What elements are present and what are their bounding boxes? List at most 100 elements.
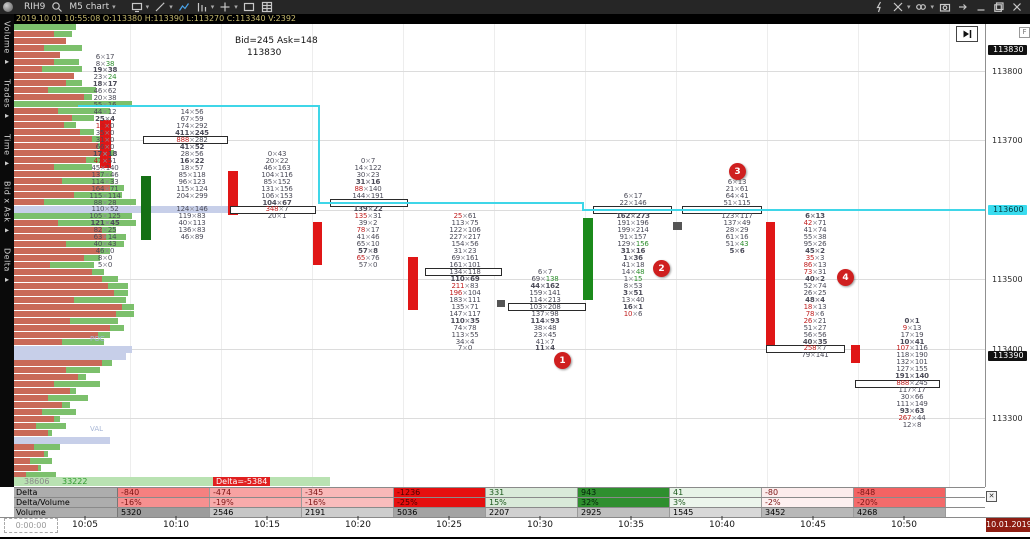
stats-cell: -20% <box>854 498 946 508</box>
time-label: 10:15 <box>254 520 280 530</box>
stats-cell: 3% <box>670 498 762 508</box>
chevron-down-icon[interactable]: ▾ <box>234 3 238 11</box>
speed-icon[interactable] <box>873 1 887 13</box>
footprint-row: 211×83 <box>451 281 479 290</box>
search-icon[interactable] <box>50 1 64 13</box>
grid-line-horizontal <box>14 418 985 419</box>
footprint-row: 28×29 <box>725 226 749 235</box>
volume-profile-row <box>14 423 66 429</box>
symbol-label[interactable]: RIH9 <box>24 2 46 12</box>
title-bar: RIH9 M5 chart ▾ ▾ ▾ ▾ ▾ ▾ ▾ <box>0 0 1030 14</box>
volume-profile-ask-bar <box>48 87 96 93</box>
volume-profile-ask-bar <box>66 367 100 373</box>
volume-profile-row <box>14 269 104 275</box>
stats-cell: 5036 <box>394 508 486 518</box>
volume-profile-bid-bar <box>14 290 114 296</box>
chevron-down-icon[interactable]: ▾ <box>906 3 911 11</box>
cluster-chart-area[interactable]: POC VAL 38606 33222 Delta=-5384 6×17 8×38 19×38… <box>14 24 985 487</box>
volume-profile-ask-bar <box>102 227 116 233</box>
sidebar-tab-time[interactable]: Time ▸ <box>2 133 12 169</box>
footprint-row: 7×0 <box>457 344 473 353</box>
footprint-row: 31×16 <box>620 247 646 256</box>
link-icon[interactable] <box>914 1 928 13</box>
volume-profile-row <box>14 304 134 310</box>
chevron-down-icon[interactable]: ▾ <box>145 3 150 11</box>
volume-profile-bid-bar <box>14 381 54 387</box>
chevron-down-icon[interactable]: ▾ <box>112 3 116 11</box>
chart-type-icon[interactable] <box>177 1 191 13</box>
chevron-down-icon[interactable]: ▾ <box>210 3 215 11</box>
volume-profile-row <box>14 59 79 65</box>
sidebar-tab-delta[interactable]: Delta ▸ <box>2 247 12 285</box>
stats-cell: 15% <box>486 498 578 508</box>
clusters-icon[interactable] <box>195 1 209 13</box>
volume-profile-bid-bar <box>14 248 100 254</box>
pin-icon[interactable] <box>956 1 970 13</box>
volume-profile-bid-bar <box>14 360 102 366</box>
chevron-down-icon[interactable]: ▾ <box>169 3 173 11</box>
volume-profile-bid-bar <box>14 87 48 93</box>
timeframe-label[interactable]: M5 chart <box>69 2 110 12</box>
volume-profile-row <box>14 472 56 478</box>
footprint-row: 258×7 <box>803 344 827 353</box>
minimize-icon[interactable] <box>974 1 988 13</box>
time-tick <box>84 516 86 520</box>
volume-profile-bid-bar <box>14 115 72 121</box>
screens-icon[interactable] <box>130 1 144 13</box>
note-badge-4: 4 <box>837 269 854 286</box>
close-icon[interactable] <box>1010 1 1024 13</box>
screenshot-icon[interactable] <box>938 1 952 13</box>
footprint-row: 5×0 <box>97 261 113 269</box>
panel-close-icon[interactable]: ✕ <box>986 491 997 502</box>
time-tick <box>903 516 905 520</box>
layout-icon[interactable] <box>242 1 256 13</box>
volume-profile-row <box>14 325 124 331</box>
dom-grid-icon[interactable] <box>260 1 274 13</box>
volume-profile-row <box>14 381 100 387</box>
footprint-row: 135×31 <box>354 212 382 221</box>
time-label: 10:50 <box>891 520 917 530</box>
volume-profile-row <box>14 276 118 282</box>
draw-icon[interactable] <box>153 1 167 13</box>
footprint-row: 5×6 <box>729 247 745 256</box>
strategy-icon[interactable] <box>891 1 905 13</box>
add-indicator-icon[interactable] <box>218 1 232 13</box>
statistics-panel: Delta -840 -474 -345 -1236 331 943 41 -80 -848 ✕ De… <box>0 487 1030 539</box>
footprint-row: 51×27 <box>803 323 827 332</box>
stats-cell: 943 <box>578 488 670 498</box>
volume-profile-bid-bar <box>14 409 42 415</box>
volume-profile-bid-bar <box>14 276 102 282</box>
volume-profile-row <box>14 73 74 79</box>
footprint-row: 117×17 <box>898 386 926 395</box>
footprint-row: 227×217 <box>449 233 481 242</box>
volume-profile-bid-bar <box>14 80 66 86</box>
volume-profile-ask-bar <box>64 122 76 128</box>
footprint-row: 46×0 <box>95 247 115 256</box>
price-axis[interactable]: 113800 113700 113500 113400 113300 113830 1136… <box>985 24 1030 487</box>
volume-profile-ask-bar <box>70 388 76 394</box>
go-to-realtime-button[interactable] <box>956 26 978 42</box>
stats-row-label: Delta/Volume <box>14 498 118 508</box>
volume-profile-ask-bar <box>42 66 82 72</box>
footprint-row: 56×56 <box>803 330 827 339</box>
stats-cell: 5320 <box>118 508 210 518</box>
sidebar-tab-bidxask[interactable]: Bid x Ask ▸ <box>2 181 12 235</box>
note-badge-3: 3 <box>729 163 746 180</box>
restore-icon[interactable] <box>992 1 1006 13</box>
volume-profile-bid-bar <box>14 178 62 184</box>
volume-profile-ask-bar <box>78 374 86 380</box>
sidebar-tab-trades[interactable]: Trades ▸ <box>2 79 12 121</box>
volume-profile-bid-bar <box>14 31 54 37</box>
footprint-row: 79×141 <box>801 351 829 360</box>
price-badge-113830: 113830 <box>988 45 1027 55</box>
sidebar-tab-volume[interactable]: Volume ▸ <box>2 21 12 67</box>
volume-profile-ask-bar <box>70 318 118 324</box>
price-badge-113600: 113600 <box>988 205 1027 215</box>
chevron-down-icon[interactable]: ▾ <box>930 3 934 11</box>
axis-fit-button[interactable]: F <box>1019 27 1030 38</box>
footprint-row: 119×83 <box>178 212 206 221</box>
volume-profile-row <box>14 409 76 415</box>
volume-profile-bid-bar <box>14 143 98 149</box>
stats-row-label: Delta <box>14 488 118 498</box>
footprint-row: 18×17 <box>92 80 118 89</box>
